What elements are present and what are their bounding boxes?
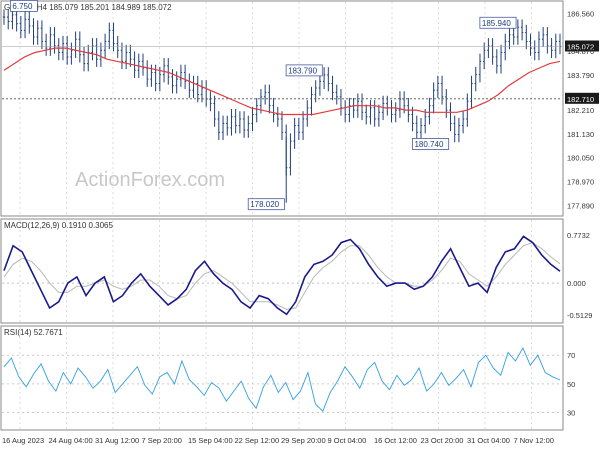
x-tick-label: 29 Sep 20:00 [281,436,326,445]
x-tick-label: 24 Aug 04:00 [49,436,93,445]
y-tick-label: 178.970 [567,178,594,187]
macd-title: MACD(12,26,9) 0.1910 0.3065 [4,221,114,230]
price-annotation-box [10,0,38,12]
rsi-y-tick-label: 50 [567,380,575,389]
macd-line [3,235,561,316]
moving-average-line [3,47,561,116]
x-tick-label: 22 Sep 12:00 [235,436,280,445]
price-tag-box [565,40,599,52]
price-tag: 185.072 [567,42,594,51]
price-annotation: 180.740 [414,140,443,149]
y-tick-label: 183.790 [567,71,594,80]
price-panel [0,0,564,217]
x-tick-label: 16 Oct 12:00 [374,436,417,445]
y-tick-label: 182.210 [567,106,594,115]
x-tick-label: 16 Aug 2023 [2,436,44,445]
x-tick-label: 23 Oct 20:00 [421,436,464,445]
rsi-title: RSI(14) 52.7671 [4,328,63,337]
price-annotation-box [285,64,323,77]
y-tick-label: 180.050 [567,154,594,163]
macd-y-tick-label: -0.5129 [567,311,592,320]
x-tick-label: 7 Sep 20:00 [142,436,182,445]
x-tick-label: 9 Oct 04:00 [328,436,367,445]
price-annotation: 178.020 [250,200,279,209]
rsi-panel [0,325,564,431]
x-tick-label: 7 Nov 12:00 [514,436,554,445]
x-tick-label: 31 Oct 04:00 [467,436,510,445]
price-annotation: 183.790 [288,66,317,75]
price-annotation: 6.750 [12,2,33,11]
rsi-y-tick-label: 70 [567,351,575,360]
macd-y-tick-label: 0.000 [567,279,586,288]
price-annotation-box [479,16,517,29]
price-title: GBPJPY,H4 185.079 185.201 184.989 185.07… [4,3,172,12]
rsi-line [3,346,561,412]
y-tick-label: 186.560 [567,10,594,19]
macd-signal-line [3,242,561,310]
y-tick-label: 184.870 [567,47,594,56]
price-annotation: 185.940 [482,19,511,28]
price-tag: 182.710 [567,95,594,104]
price-annotation-box [247,198,285,211]
y-tick-label: 181.130 [567,130,594,139]
x-tick-label: 31 Aug 12:00 [95,436,139,445]
macd-y-tick-label: 0.7732 [567,231,590,240]
rsi-y-tick-label: 30 [567,409,575,418]
price-tag-box [565,92,599,104]
x-tick-label: 15 Sep 04:00 [188,436,233,445]
price-annotation-box [412,138,450,150]
y-tick-label: 177.890 [567,202,594,211]
macd-panel [0,218,564,324]
watermark: ActionForex.com [75,169,225,191]
